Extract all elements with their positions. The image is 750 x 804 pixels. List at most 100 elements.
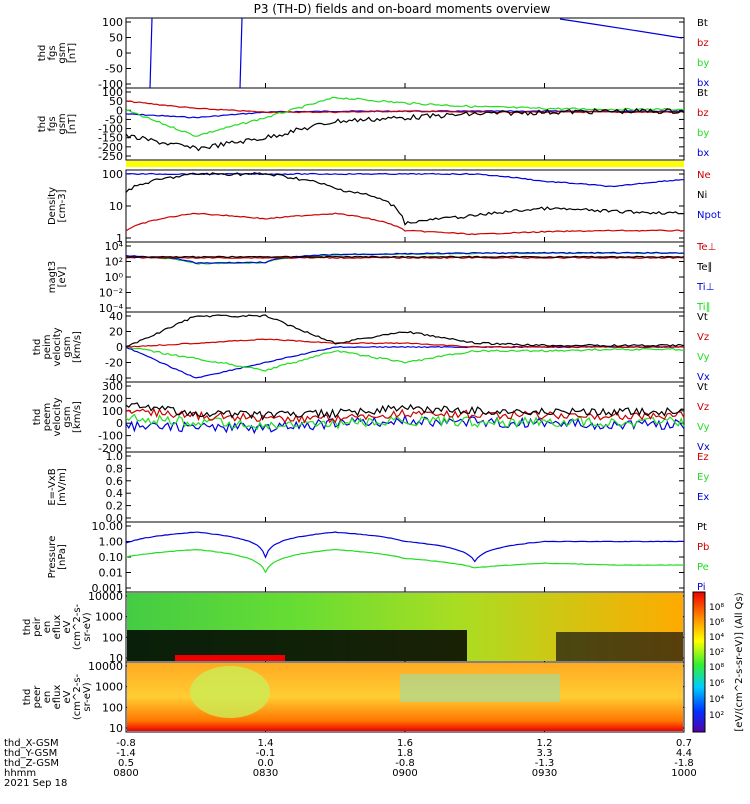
legend-Ti⊥: Ti⊥ [696,282,714,293]
y-tick-label: -100 [98,123,123,136]
y-tick-label: -50 [105,63,123,76]
legend-Ex: Ex [697,492,709,503]
y-axis-label: [eV] [57,267,68,288]
y-tick-label: 40 [109,310,123,323]
y-tick-label: -50 [105,113,123,126]
y-tick-label: -20 [105,357,123,370]
y-tick-label: 0.10 [99,551,124,564]
legend-Vz: Vz [697,332,709,343]
y-tick-label: 100 [102,86,123,99]
plot-title: P3 (TH-D) fields and on-board moments ov… [254,2,551,16]
legend-Vy: Vy [697,422,710,433]
y-tick-label: -100 [98,78,123,91]
y-tick-label: 200 [102,392,123,405]
y-tick-label: -40 [105,372,123,385]
y-tick-label: 10⁴ [105,240,124,253]
y-tick-label: 0 [116,417,123,430]
series-Ni [125,172,685,226]
y-axis-label: thd [32,339,43,356]
legend-Ey: Ey [697,472,709,483]
y-tick-label: 50 [109,32,123,45]
y-axis-label: peir [32,616,43,636]
y-tick-label: 100 [102,631,123,644]
y-tick-label: 1.0 [106,450,124,463]
spectrogram-peer-streak [400,674,560,702]
colorbar-tick: 10⁸ [709,663,724,673]
y-tick-label: 1000 [95,681,123,694]
x-row-value: -0.8 [116,738,136,749]
series-bx-jump-1 [149,17,153,89]
legend-Pt: Pt [697,522,707,533]
y-axis-label: thd [37,45,48,62]
colorbar-tick: 10² [709,711,724,721]
y-tick-label: -100 [98,430,123,443]
y-axis-label: velocity [52,397,63,436]
y-tick-label: 50 [109,95,123,108]
colorbar-tick: 10⁸ [709,603,724,613]
panel-density: 100 10 1 Density [cm-3] Ne Ni Npot [47,168,721,245]
spectrogram-peer-blob [190,666,270,718]
legend-Te⊥: Te⊥ [696,242,716,253]
panel-efield: 1.00.80.60.40.20.0 E=-VxB [mV/m] Ez Ey Ex [47,450,709,525]
series-by [125,96,685,137]
panel-temperature: 10⁴ 10² 10⁰ 10⁻² 10⁻⁴ magt3 [eV] Te⊥ Te∥ Ti⊥ Ti∥ [47,240,716,315]
colorbar-strip [692,591,706,733]
y-axis-label: fgs [47,116,58,131]
y-tick-label: 100 [102,405,123,418]
series-Pe [125,548,684,574]
series-Ne [125,212,685,236]
y-tick-label: 100 [102,168,123,181]
y-axis-label: en [42,691,53,704]
y-axis-label: (cm^2-s- [72,603,83,650]
y-axis-label: (cm^2-s- [72,673,83,720]
panel-frame [125,451,685,523]
y-tick-label: 0 [116,104,123,117]
series-Vt [125,402,685,421]
series-bx-jump-2 [239,17,243,89]
y-tick-label: 10 [109,652,123,665]
legend-Vx: Vx [697,372,710,383]
legend-bz: bz [697,38,709,49]
series-Vt [125,314,685,348]
y-axis-label: thd [32,409,43,426]
legend-bx: bx [697,78,709,89]
panel-peim-velocity: 40 20 0 -20 -40 thd peim velocity gsm [km/s] Vt Vz V… [32,310,710,385]
x-row-label: thd_Y-GSM [4,748,57,759]
x-row-value: 0.5 [118,758,134,769]
y-axis-label: peim [42,334,53,359]
y-axis-label: thd [22,689,33,706]
y-tick-label: 0 [116,341,123,354]
panel-frame [125,87,685,161]
x-row-value: 0800 [113,768,138,779]
y-axis-label: gsm [62,336,73,357]
y-tick-label: 0.01 [99,567,124,580]
colorbar-tick: 10⁴ [709,633,724,643]
y-axis-label: [km/s] [72,401,83,433]
legend-Te∥: Te∥ [696,262,713,273]
legend-Ne: Ne [697,170,711,181]
y-axis-label: Pressure [47,536,58,579]
date-label: 2021 Sep 18 [4,778,67,789]
y-tick-label: 300 [102,380,123,393]
y-tick-label: 20 [109,326,123,339]
legend-Vt: Vt [697,382,708,393]
legend-Npot: Npot [697,210,721,221]
series-Ti⊥ [125,251,685,265]
y-tick-label: 10.00 [92,520,124,533]
series-Vy [125,413,685,431]
y-tick-label: 0 [116,47,123,60]
y-axis-label: thd [22,619,33,636]
legend-by: by [697,128,709,139]
series-Ti∥ [125,251,685,265]
x-row-value: -1.3 [535,758,555,769]
legend-Vt: Vt [697,312,708,323]
y-axis-label: Density [47,187,58,225]
y-tick-label: -200 [98,442,123,455]
y-axis-label: gsm [57,42,68,63]
series-Vz [125,338,684,349]
legend-Pe: Pe [697,562,709,573]
panel-frame [125,521,685,593]
legend-Ni: Ni [697,190,707,201]
y-axis-label: velocity [52,327,63,366]
